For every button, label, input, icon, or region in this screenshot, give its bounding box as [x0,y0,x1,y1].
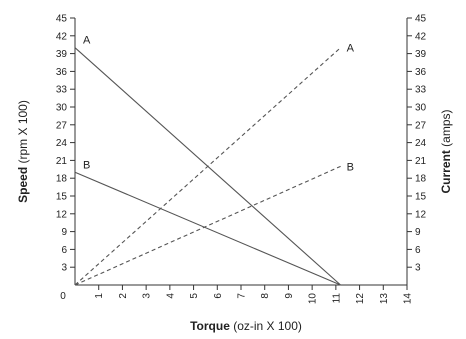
y-right-tick-label: 39 [415,49,427,60]
series-b-speed-label: B [83,159,90,171]
series-b-current-line [74,165,341,286]
x-tick-label: 13 [379,293,390,305]
x-tick-label: 6 [213,293,224,299]
x-tick-label: 10 [308,293,319,305]
x-axis-title: Torque (oz-in X 100) [190,319,302,333]
series-a-speed-label: A [83,35,91,47]
y-right-tick-label: 27 [415,120,427,131]
y-left-tick-label: 39 [56,49,68,60]
y-left-tick-label: 30 [56,103,68,114]
y-right-tick-label: 6 [415,245,421,256]
y-right-tick-label: 3 [415,263,421,274]
y-left-tick-label: 12 [56,209,68,220]
y-right-tick-label: 12 [415,209,427,220]
y-left-tick-label: 18 [56,174,68,185]
y-left-tick-label: 21 [56,156,68,167]
ticks-group: 3691215182124273033363942453691215182124… [56,14,427,305]
x-tick-label: 8 [260,293,271,299]
y-right-tick-label: 33 [415,85,427,96]
y-left-tick-label: 3 [61,263,67,274]
y-left-tick-label: 33 [56,85,68,96]
y-left-tick-label: 36 [56,67,68,78]
axes-group [74,18,408,286]
x-tick-label: 12 [355,293,366,305]
y-left-tick-label: 27 [56,120,68,131]
y-right-tick-label: 42 [415,31,427,42]
series-b-speed-line [74,171,341,286]
series-group: A B A B [74,35,355,286]
y-right-tick-label: 9 [415,227,421,238]
series-a-current-line [74,47,341,286]
y-right-tick-label: 30 [415,103,427,114]
y-left-tick-label: 6 [61,245,67,256]
y-left-tick-label: 45 [56,14,68,25]
y-left-tick-label: 9 [61,227,67,238]
y-axis-right-title: Current (amps) [439,109,453,193]
x-tick-label: 5 [189,293,200,299]
y-left-tick-label: 42 [56,31,68,42]
x-tick-label: 2 [118,293,129,299]
series-b-current-label: B [347,161,354,173]
y-axis-left-title: Speed (rpm X 100) [16,100,30,203]
y-right-tick-label: 36 [415,67,427,78]
y-right-tick-label: 18 [415,174,427,185]
x-tick-label: 9 [284,293,295,299]
x-tick-label: 3 [142,293,153,299]
x-tick-label: 14 [403,293,414,305]
y-left-tick-label: 15 [56,192,68,203]
y-right-tick-label: 45 [415,14,427,25]
x-tick-label: 1 [94,293,105,299]
x-tick-label: 11 [331,293,342,304]
labels-group: Torque (oz-in X 100) Speed (rpm X 100) Cur… [16,100,453,333]
series-a-current-label: A [347,43,355,55]
y-right-tick-label: 21 [415,156,427,167]
y-right-tick-label: 24 [415,138,427,149]
x-tick-label: 4 [165,293,176,299]
origin-label: 0 [60,291,66,302]
y-right-tick-label: 15 [415,192,427,203]
y-left-tick-label: 24 [56,138,68,149]
x-tick-label: 7 [237,293,248,299]
